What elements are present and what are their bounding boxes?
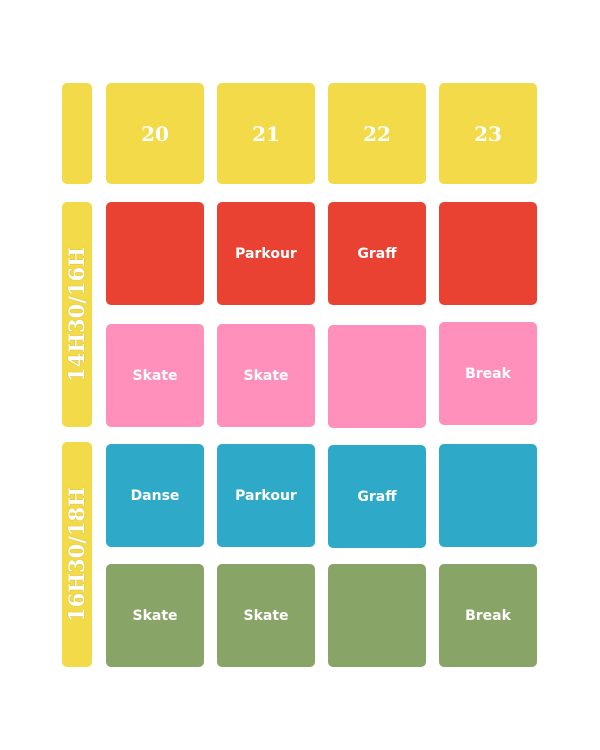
activity-cell[interactable] bbox=[328, 564, 426, 667]
activity-cell[interactable]: Skate bbox=[217, 324, 315, 427]
day-header: 20 bbox=[106, 83, 204, 184]
activity-cell[interactable] bbox=[106, 202, 204, 305]
activity-cell[interactable]: Parkour bbox=[217, 444, 315, 547]
time-slot-label: 16H30/18H bbox=[62, 442, 92, 667]
activity-cell[interactable]: Break bbox=[439, 322, 537, 425]
activity-cell[interactable]: Graff bbox=[328, 445, 426, 548]
activity-cell[interactable]: Skate bbox=[106, 564, 204, 667]
activity-cell[interactable] bbox=[439, 202, 537, 305]
activity-cell[interactable]: Skate bbox=[106, 324, 204, 427]
corner-cell bbox=[62, 83, 92, 184]
time-slot-text: 16H30/18H bbox=[64, 486, 90, 623]
activity-cell[interactable]: Parkour bbox=[217, 202, 315, 305]
activity-cell[interactable]: Skate bbox=[217, 564, 315, 667]
activity-cell[interactable]: Graff bbox=[328, 202, 426, 305]
day-header: 22 bbox=[328, 83, 426, 184]
day-header: 23 bbox=[439, 83, 537, 184]
activity-cell[interactable] bbox=[328, 325, 426, 428]
activity-cell[interactable] bbox=[439, 444, 537, 547]
time-slot-text: 14H30/16H bbox=[64, 246, 90, 383]
activity-cell[interactable]: Danse bbox=[106, 444, 204, 547]
activity-cell[interactable]: Break bbox=[439, 564, 537, 667]
time-slot-label: 14H30/16H bbox=[62, 202, 92, 427]
day-header: 21 bbox=[217, 83, 315, 184]
